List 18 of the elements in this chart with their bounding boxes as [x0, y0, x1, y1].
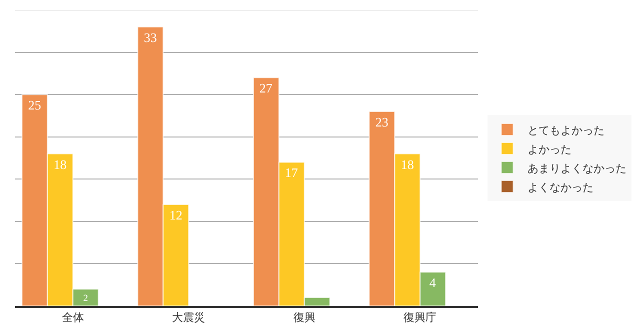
x-tick-label: 復興庁 [404, 311, 437, 324]
legend-label: とてもよかった [527, 124, 604, 137]
data-label: 23 [375, 114, 388, 130]
x-tick-label: 全体 [62, 311, 84, 324]
data-label: 18 [400, 156, 414, 172]
legend-label: あまりよくなかった [527, 162, 626, 175]
data-label: 33 [144, 30, 157, 45]
data-label: 27 [259, 80, 273, 96]
data-label: 17 [284, 165, 298, 180]
x-tick-label: 復興 [293, 311, 316, 324]
data-label: 18 [54, 156, 67, 172]
legend-label: よかった [527, 142, 572, 156]
x-tick-label: 大震災 [172, 311, 206, 324]
data-label: 4 [429, 275, 436, 290]
data-label: 25 [28, 98, 42, 113]
data-label: 2 [83, 294, 88, 304]
data-label: 12 [169, 208, 182, 223]
legend-label: よくなかった [527, 180, 594, 194]
